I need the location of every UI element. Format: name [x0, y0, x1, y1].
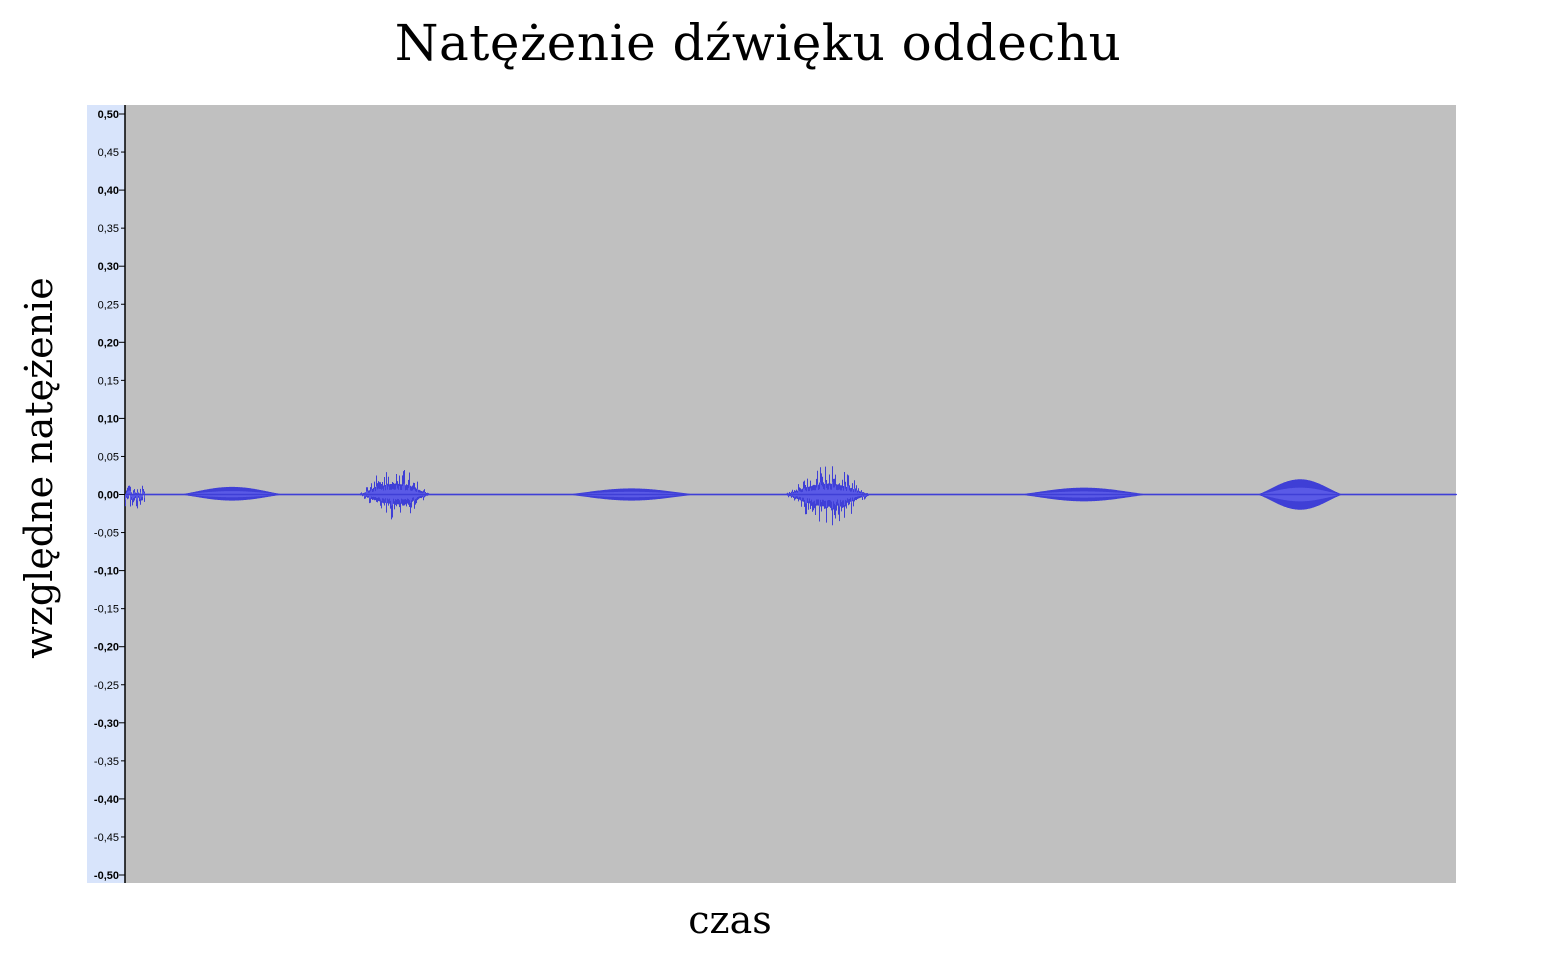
- y-tick-label: -0,35: [94, 756, 119, 768]
- y-tick-label: -0,25: [94, 680, 119, 692]
- y-tick-label: -0,10: [94, 566, 119, 578]
- chart-title: Natężenie dźwięku oddechu: [394, 14, 1122, 72]
- y-tick-label: 0,05: [98, 451, 119, 463]
- y-tick-label: 0,50: [98, 109, 119, 121]
- y-tick-label: 0,45: [98, 147, 119, 159]
- y-tick-label: 0,20: [98, 337, 119, 349]
- x-axis-title: czas: [688, 898, 772, 942]
- y-tick-label: 0,40: [98, 185, 119, 197]
- y-tick-label: 0,30: [98, 261, 119, 273]
- y-tick-label: 0,25: [98, 299, 119, 311]
- y-tick-label: -0,30: [94, 718, 119, 730]
- y-tick-label: 0,00: [98, 490, 119, 502]
- y-tick-label: 0,15: [98, 375, 119, 387]
- y-tick-label: -0,45: [94, 832, 119, 844]
- y-axis-ticks: 0,50 0,45 0,40 0,35 0,30 0,25 0,20 0,15 0,10 0,05…: [94, 109, 125, 882]
- y-tick-label: -0,40: [94, 794, 119, 806]
- y-tick-label: 0,35: [98, 223, 119, 235]
- y-axis-strip: [87, 105, 125, 883]
- y-tick-label: -0,15: [94, 604, 119, 616]
- y-tick-label: -0,20: [94, 642, 119, 654]
- y-tick-label: -0,05: [94, 528, 119, 540]
- y-tick-label: 0,10: [98, 413, 119, 425]
- waveform-series: [125, 466, 1457, 526]
- y-tick-label: -0,50: [94, 870, 119, 882]
